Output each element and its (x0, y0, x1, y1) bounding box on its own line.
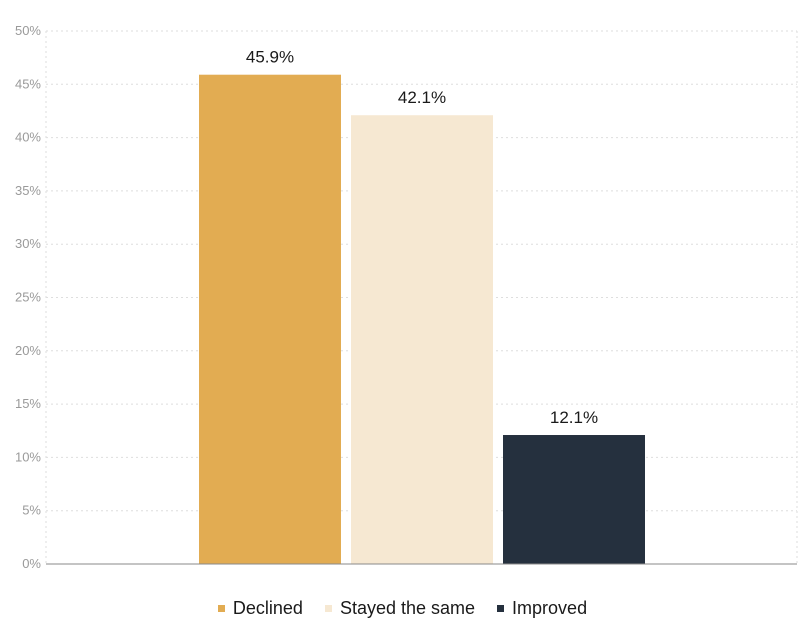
legend-item-stayed-the-same[interactable]: Stayed the same (324, 598, 476, 619)
y-tick-label: 10% (15, 449, 41, 464)
y-tick-label: 50% (15, 23, 41, 38)
y-tick-label: 25% (15, 290, 41, 305)
data-label-improved: 12.1% (550, 408, 598, 427)
legend-item-declined[interactable]: Declined (217, 598, 303, 619)
y-tick-label: 5% (22, 503, 41, 518)
y-tick-label: 30% (15, 236, 41, 251)
data-label-stayed-the-same: 42.1% (398, 88, 446, 107)
y-tick-label: 35% (15, 183, 41, 198)
legend-label-stayed-the-same: Stayed the same (339, 598, 476, 618)
data-label-declined: 45.9% (246, 48, 294, 67)
legend: Declined Stayed the same Improved (0, 598, 805, 619)
y-tick-label: 20% (15, 343, 41, 358)
y-tick-label: 45% (15, 76, 41, 91)
legend-swatch-stayed-the-same (324, 605, 332, 612)
legend-label-improved: Improved (512, 598, 588, 618)
legend-swatch-improved (497, 605, 505, 612)
y-tick-label: 40% (15, 130, 41, 145)
y-axis-ticks: 0% 5% 10% 15% 20% 25% 30% 35% 40% 45% 50% (15, 23, 41, 571)
bar-improved[interactable] (503, 435, 645, 564)
bars (199, 74, 645, 565)
legend-swatch-declined (217, 605, 225, 612)
y-tick-label: 0% (22, 556, 41, 571)
data-labels: 45.9% 42.1% 12.1% (246, 48, 598, 427)
bar-declined[interactable] (199, 74, 341, 565)
bar-stayed-the-same[interactable] (351, 115, 493, 565)
y-tick-label: 15% (15, 396, 41, 411)
legend-item-improved[interactable]: Improved (497, 598, 587, 619)
legend-label-declined: Declined (232, 598, 303, 618)
